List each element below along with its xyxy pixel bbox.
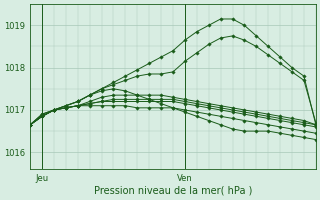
X-axis label: Pression niveau de la mer( hPa ): Pression niveau de la mer( hPa ) [94, 186, 252, 196]
